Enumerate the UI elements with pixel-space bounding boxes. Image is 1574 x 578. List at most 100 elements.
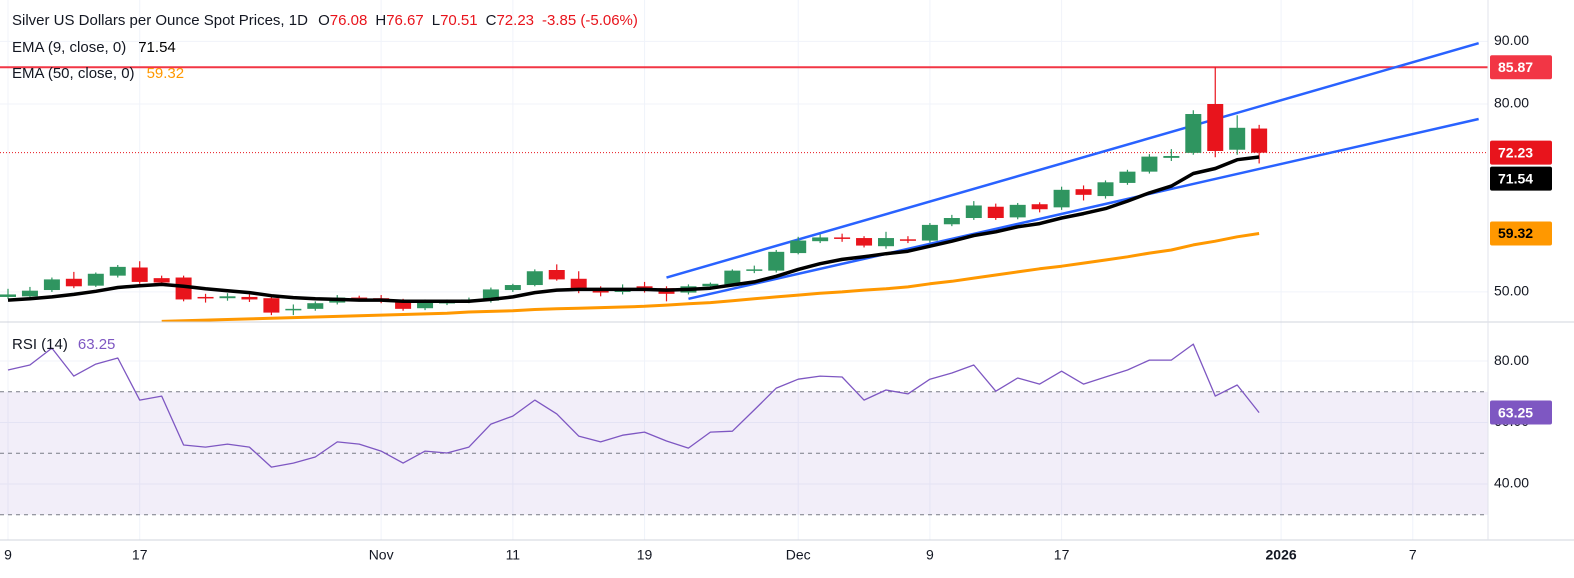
price-badge xyxy=(1490,55,1552,80)
candle-body xyxy=(768,251,785,271)
candle-body xyxy=(965,205,982,219)
x-tick-label: 11 xyxy=(506,547,521,563)
candle-body xyxy=(548,270,565,280)
x-tick-label: 7 xyxy=(1409,547,1417,563)
x-tick-label: 2026 xyxy=(1266,547,1297,563)
price-badge xyxy=(1490,400,1552,425)
legend-row: RSI (14) 63.25 xyxy=(12,336,121,353)
ohlc-key: L xyxy=(431,12,441,29)
candle-body xyxy=(175,277,192,300)
ohlc-value: 70.51 xyxy=(440,12,478,29)
candle-body xyxy=(834,237,851,239)
candle-body xyxy=(1119,171,1136,183)
candle-body xyxy=(197,296,214,299)
candle-body xyxy=(21,290,38,297)
candle-body xyxy=(131,267,148,282)
candle-body xyxy=(109,266,126,276)
candle-body xyxy=(987,206,1004,219)
candle-body xyxy=(1075,189,1092,195)
candle-body xyxy=(0,294,16,297)
x-tick-label: 17 xyxy=(132,547,148,563)
chart-title: Silver US Dollars per Ounce Spot Prices,… xyxy=(12,12,308,29)
candle-body xyxy=(395,300,412,309)
candle-body xyxy=(746,269,763,271)
price-badge xyxy=(1490,221,1552,246)
y-tick-label: 90.00 xyxy=(1494,32,1529,48)
x-tick-label: Nov xyxy=(369,547,394,563)
ohlc-change: -3.85 (-5.06%) xyxy=(542,12,638,29)
candle-body xyxy=(1207,103,1224,151)
candle-body xyxy=(856,238,873,246)
candle-body xyxy=(1097,182,1114,197)
legend-row: EMA (50, close, 0) 59.32 xyxy=(12,65,190,82)
y-tick-label: 80.00 xyxy=(1494,352,1529,368)
ohlc-value: 76.67 xyxy=(386,12,424,29)
ema-line xyxy=(161,232,1260,322)
ema-line xyxy=(7,155,1260,304)
legend-value: 71.54 xyxy=(138,39,176,56)
legend-value: 63.25 xyxy=(77,336,116,353)
candle-body xyxy=(899,239,916,241)
candle-body xyxy=(241,296,258,300)
candle-body xyxy=(1053,189,1070,208)
x-tick-label: 19 xyxy=(637,547,653,563)
candle-body xyxy=(1251,128,1268,153)
rsi-pane xyxy=(0,322,1488,540)
trend-line xyxy=(688,117,1479,301)
price-pane xyxy=(0,0,1488,322)
legend-name: RSI (14) xyxy=(12,336,68,353)
candle-body xyxy=(1185,114,1202,153)
candle-body xyxy=(285,308,302,311)
candle-body xyxy=(482,289,499,301)
price-badge xyxy=(1490,166,1552,191)
legend-name: EMA (50, close, 0) xyxy=(12,65,135,82)
candle-body xyxy=(307,303,324,309)
candle-body xyxy=(1031,204,1048,210)
ohlc-key: H xyxy=(375,12,387,29)
ohlc-value: 72.23 xyxy=(496,12,535,29)
price-badge-label: 85.87 xyxy=(1498,59,1533,75)
trend-line xyxy=(666,42,1479,279)
candle-body xyxy=(702,283,719,287)
x-tick-label: Dec xyxy=(786,547,811,563)
candle-body xyxy=(1009,204,1026,218)
candle-body xyxy=(263,298,280,313)
y-tick-label: 50.00 xyxy=(1494,283,1529,299)
ohlc-item: O76.08 xyxy=(318,12,367,29)
candle-body xyxy=(153,278,170,283)
ohlc-value: 76.08 xyxy=(329,12,368,29)
x-tick-label: 17 xyxy=(1054,547,1070,563)
candle-body xyxy=(812,237,829,242)
ohlc-item: H76.67 xyxy=(375,12,423,29)
ohlc-key: O xyxy=(318,12,330,29)
candle-body xyxy=(1141,156,1158,172)
candle-body xyxy=(526,271,543,286)
candle-body xyxy=(921,224,938,241)
candle-body xyxy=(570,278,587,291)
candle-body xyxy=(43,279,60,291)
candle-body xyxy=(724,270,741,285)
candle-body xyxy=(87,273,104,286)
candle-body xyxy=(1163,155,1180,158)
candle-body xyxy=(943,218,960,225)
price-badge-label: 59.32 xyxy=(1498,225,1533,241)
ohlc-item: L70.51 xyxy=(432,12,478,29)
y-tick-label: 40.00 xyxy=(1494,475,1529,491)
x-tick-label: 9 xyxy=(4,547,12,563)
candle-body xyxy=(504,285,521,291)
x-tick-label: 9 xyxy=(926,547,934,563)
legend-value: 59.32 xyxy=(146,65,185,82)
candle-body xyxy=(1229,127,1246,150)
ohlc-legend: O76.08 H76.67 L70.51 C72.23 -3.85 (-5.06%) xyxy=(318,12,644,29)
axes: 9 17 Nov 11 19 Dec 9 17 2026 7 90.00 80.00 50.00 80.0… xyxy=(0,0,1574,563)
header: Silver US Dollars per Ounce Spot Prices,… xyxy=(12,12,650,29)
price-badge-label: 71.54 xyxy=(1498,170,1533,186)
candle-body xyxy=(878,238,894,247)
legend-name: EMA (9, close, 0) xyxy=(12,39,127,56)
price-badge-label: 72.23 xyxy=(1498,144,1533,160)
candle-body xyxy=(219,296,236,299)
rsi-line xyxy=(7,343,1260,468)
candle-body xyxy=(417,301,434,309)
